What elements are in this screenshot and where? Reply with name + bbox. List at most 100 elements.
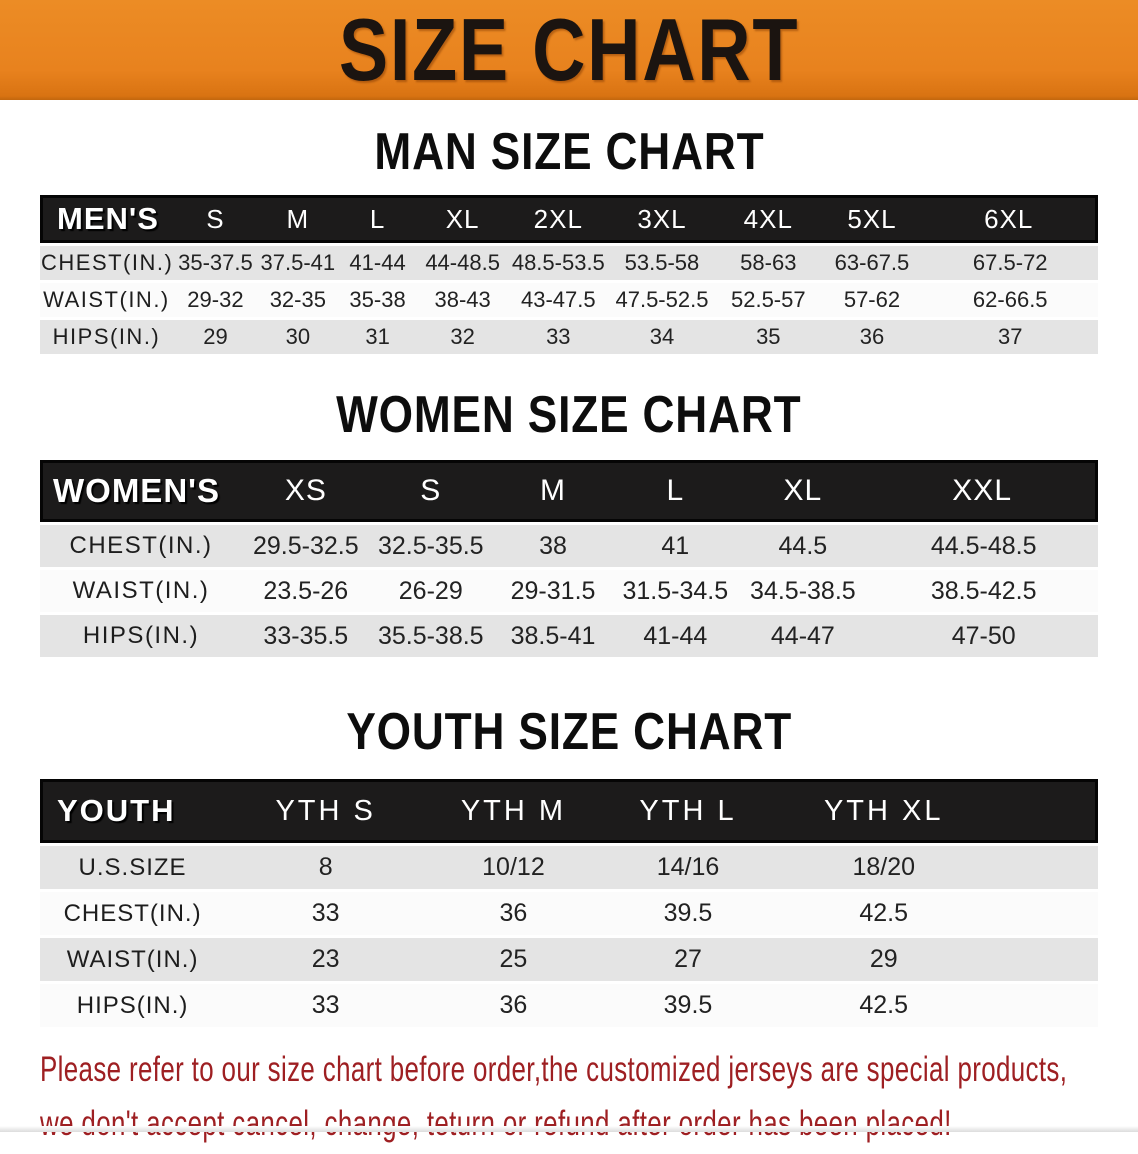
men-size-section: MAN SIZE CHART MEN'S S M L XL 2XL 3XL 4XL 5XL 6XL… xyxy=(0,126,1138,357)
size-value-cell: 48.5-53.5 xyxy=(507,246,609,280)
column-header-cell: 2XL xyxy=(507,195,609,243)
disclaimer-text: Please refer to our size chart before or… xyxy=(40,1046,1138,1154)
disclaimer-line-1: Please refer to our size chart before or… xyxy=(40,1050,1068,1089)
spacer-cell xyxy=(992,779,1098,843)
size-value-cell: 52.5-57 xyxy=(715,283,822,317)
size-value-cell: 35-38 xyxy=(337,283,418,317)
column-header-cell: M xyxy=(257,195,338,243)
column-header-cell: 5XL xyxy=(821,195,923,243)
size-value-cell: 32.5-35.5 xyxy=(369,525,492,567)
size-value-cell: 26-29 xyxy=(369,570,492,612)
table-row: HIPS(IN.) 29 30 31 32 33 34 35 36 37 xyxy=(40,320,1098,354)
size-value-cell: 38.5-41 xyxy=(491,615,615,657)
table-row: CHEST(IN.) 33 36 39.5 42.5 xyxy=(40,892,1098,935)
size-value-cell: 33 xyxy=(225,892,427,935)
size-value-cell: 37.5-41 xyxy=(257,246,338,280)
size-value-cell: 33 xyxy=(507,320,609,354)
row-label-cell: HIPS(IN.) xyxy=(40,320,173,354)
size-value-cell: 27 xyxy=(600,938,776,981)
row-label-cell: U.S.SIZE xyxy=(40,846,226,889)
size-value-cell: 29-32 xyxy=(172,283,258,317)
size-value-cell: 33-35.5 xyxy=(242,615,370,657)
youth-size-table: YOUTH YTH S YTH M YTH L YTH XL U.S.SIZE 8 10/12… xyxy=(40,776,1098,1030)
size-value-cell: 53.5-58 xyxy=(608,246,716,280)
size-value-cell: 43-47.5 xyxy=(507,283,609,317)
page-bottom-edge xyxy=(0,1126,1138,1132)
column-header-cell: YTH XL xyxy=(775,779,993,843)
column-header-cell: YTH S xyxy=(225,779,427,843)
size-value-cell: 47.5-52.5 xyxy=(608,283,716,317)
table-title-cell: WOMEN'S xyxy=(40,460,243,522)
size-value-cell: 44-48.5 xyxy=(417,246,508,280)
size-value-cell: 31.5-34.5 xyxy=(614,570,737,612)
row-label-cell: CHEST(IN.) xyxy=(40,892,226,935)
column-header-cell: XXL xyxy=(869,460,1098,522)
youth-chart-heading-text: YOUTH SIZE CHART xyxy=(346,703,792,761)
spacer-cell xyxy=(992,984,1098,1027)
size-value-cell: 31 xyxy=(337,320,418,354)
size-value-cell: 35 xyxy=(715,320,822,354)
spacer-cell xyxy=(992,938,1098,981)
size-value-cell: 62-66.5 xyxy=(922,283,1098,317)
size-value-cell: 29 xyxy=(172,320,258,354)
table-title-cell: YOUTH xyxy=(40,779,226,843)
table-title-cell: MEN'S xyxy=(40,195,173,243)
men-size-table: MEN'S S M L XL 2XL 3XL 4XL 5XL 6XL CHEST(IN.) 35-37… xyxy=(40,192,1098,357)
size-value-cell: 38.5-42.5 xyxy=(869,570,1098,612)
row-label-cell: WAIST(IN.) xyxy=(40,938,226,981)
column-header-cell: XL xyxy=(417,195,508,243)
size-value-cell: 29 xyxy=(775,938,993,981)
column-header-cell: YTH M xyxy=(426,779,601,843)
women-chart-heading: WOMEN SIZE CHART xyxy=(0,389,1138,441)
size-value-cell: 39.5 xyxy=(600,892,776,935)
size-value-cell: 36 xyxy=(426,984,601,1027)
column-header-cell: M xyxy=(491,460,615,522)
size-value-cell: 67.5-72 xyxy=(922,246,1098,280)
table-row: HIPS(IN.) 33 36 39.5 42.5 xyxy=(40,984,1098,1027)
women-size-section: WOMEN SIZE CHART WOMEN'S XS S M L XL XXL CHEST(… xyxy=(0,389,1138,660)
column-header-cell: 6XL xyxy=(922,195,1098,243)
column-header-cell: XS xyxy=(242,460,370,522)
size-value-cell: 44-47 xyxy=(736,615,870,657)
women-chart-heading-text: WOMEN SIZE CHART xyxy=(336,386,802,444)
size-value-cell: 34.5-38.5 xyxy=(736,570,870,612)
size-value-cell: 32 xyxy=(417,320,508,354)
size-value-cell: 10/12 xyxy=(426,846,601,889)
row-label-cell: WAIST(IN.) xyxy=(40,283,173,317)
size-value-cell: 36 xyxy=(821,320,923,354)
size-value-cell: 42.5 xyxy=(775,984,993,1027)
column-header-cell: YTH L xyxy=(600,779,776,843)
table-row: HIPS(IN.) 33-35.5 35.5-38.5 38.5-41 41-44 44-… xyxy=(40,615,1098,657)
row-label-cell: HIPS(IN.) xyxy=(40,615,243,657)
size-value-cell: 37 xyxy=(922,320,1098,354)
row-label-cell: HIPS(IN.) xyxy=(40,984,226,1027)
size-value-cell: 38-43 xyxy=(417,283,508,317)
column-header-cell: L xyxy=(614,460,737,522)
size-value-cell: 23 xyxy=(225,938,427,981)
size-value-cell: 25 xyxy=(426,938,601,981)
table-row: U.S.SIZE 8 10/12 14/16 18/20 xyxy=(40,846,1098,889)
table-row: CHEST(IN.) 29.5-32.5 32.5-35.5 38 41 44.5 44.5… xyxy=(40,525,1098,567)
size-value-cell: 14/16 xyxy=(600,846,776,889)
banner-title: SIZE CHART xyxy=(338,0,800,99)
size-chart-banner: SIZE CHART xyxy=(0,0,1138,100)
spacer-cell xyxy=(992,846,1098,889)
size-value-cell: 57-62 xyxy=(821,283,923,317)
size-value-cell: 35-37.5 xyxy=(172,246,258,280)
size-value-cell: 41 xyxy=(614,525,737,567)
size-value-cell: 33 xyxy=(225,984,427,1027)
column-header-cell: S xyxy=(369,460,492,522)
row-label-cell: CHEST(IN.) xyxy=(40,525,243,567)
size-value-cell: 32-35 xyxy=(257,283,338,317)
row-label-cell: WAIST(IN.) xyxy=(40,570,243,612)
table-row: CHEST(IN.) 35-37.5 37.5-41 41-44 44-48.5 48.5… xyxy=(40,246,1098,280)
size-value-cell: 23.5-26 xyxy=(242,570,370,612)
size-value-cell: 58-63 xyxy=(715,246,822,280)
size-value-cell: 42.5 xyxy=(775,892,993,935)
youth-chart-heading: YOUTH SIZE CHART xyxy=(0,706,1138,758)
size-value-cell: 47-50 xyxy=(869,615,1098,657)
size-value-cell: 18/20 xyxy=(775,846,993,889)
youth-size-section: YOUTH SIZE CHART YOUTH YTH S YTH M YTH L YTH… xyxy=(0,706,1138,1030)
size-value-cell: 8 xyxy=(225,846,427,889)
size-value-cell: 41-44 xyxy=(337,246,418,280)
